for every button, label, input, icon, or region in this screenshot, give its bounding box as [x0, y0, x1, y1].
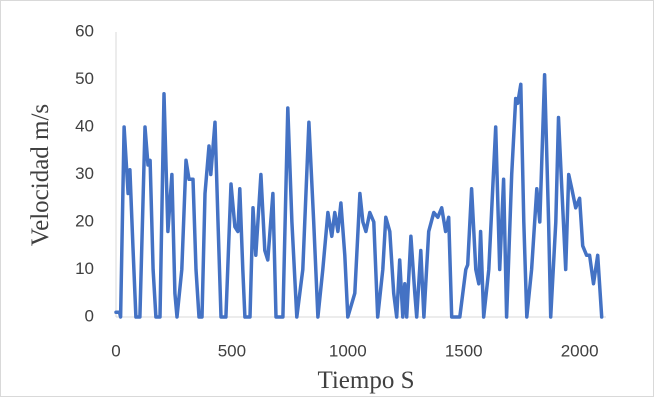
y-tick-label: 50: [75, 69, 94, 88]
x-tick-label: 1500: [445, 341, 483, 360]
y-tick-label: 0: [85, 306, 94, 325]
y-tick-label: 10: [75, 259, 94, 278]
x-tick-label: 500: [218, 341, 246, 360]
x-axis-title: Tiempo S: [317, 367, 414, 394]
y-tick-label: 40: [75, 116, 94, 135]
series-line: [114, 73, 604, 319]
y-axis-title: Velocidad m/s: [27, 104, 54, 246]
x-tick-label: 2000: [561, 341, 599, 360]
y-tick-label: 60: [75, 21, 94, 40]
y-tick-label: 20: [75, 211, 94, 230]
x-tick-label: 1000: [329, 341, 367, 360]
y-tick-label: 30: [75, 164, 94, 183]
x-tick-label: 0: [111, 341, 120, 360]
